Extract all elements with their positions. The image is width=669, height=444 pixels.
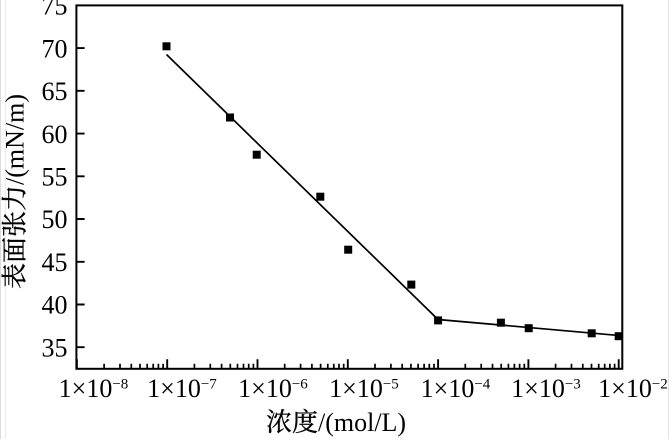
svg-text:40: 40 [42, 291, 68, 320]
svg-text:60: 60 [42, 120, 68, 149]
svg-text:70: 70 [42, 34, 68, 63]
svg-text:75: 75 [42, 0, 68, 21]
svg-text:50: 50 [42, 205, 68, 234]
svg-text:55: 55 [42, 163, 68, 192]
svg-text:/(mol/L): /(mol/L) [318, 408, 406, 437]
svg-text:/(mN/m): /(mN/m) [1, 94, 30, 185]
svg-text:1×10−4: 1×10−4 [421, 374, 491, 403]
svg-text:35: 35 [42, 333, 68, 362]
svg-text:45: 45 [42, 248, 68, 277]
svg-text:1×10−8: 1×10−8 [59, 374, 129, 403]
svg-text:65: 65 [42, 77, 68, 106]
